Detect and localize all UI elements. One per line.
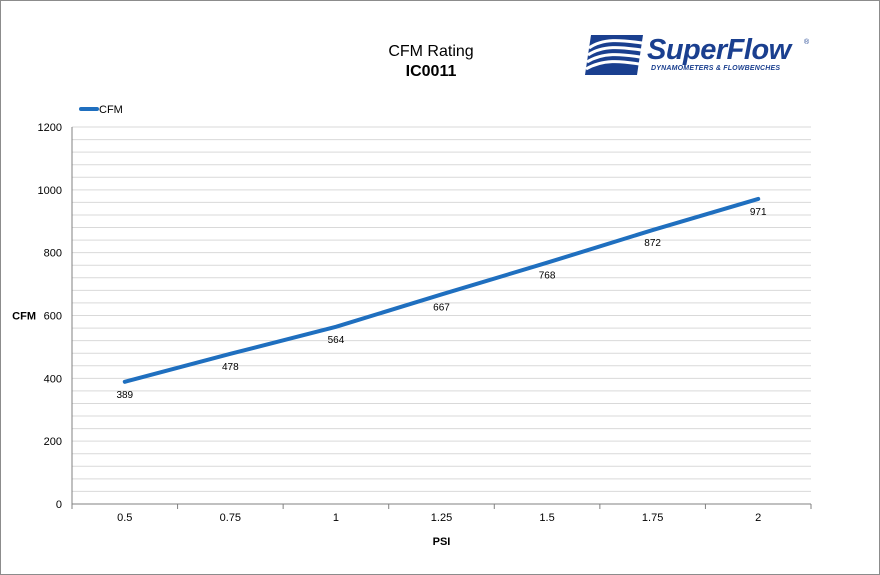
gridlines xyxy=(72,126,811,492)
y-tick-label: 1200 xyxy=(38,122,62,134)
y-tick-label: 0 xyxy=(56,499,62,511)
data-label: 768 xyxy=(539,271,556,282)
x-axis-title: PSI xyxy=(433,536,451,548)
data-label: 564 xyxy=(328,335,345,346)
logo-brand: SuperFlow xyxy=(647,34,791,66)
logo-trademark: ® xyxy=(804,39,810,46)
data-label: 389 xyxy=(116,390,133,401)
y-axis-title: CFM xyxy=(12,311,36,323)
legend: CFM xyxy=(79,104,123,116)
x-tick-label: 1.5 xyxy=(539,512,554,524)
x-tick-label: 0.5 xyxy=(117,512,132,524)
logo-emblem-icon xyxy=(585,35,643,75)
y-tick-label: 800 xyxy=(44,248,62,260)
x-tick-label: 1.25 xyxy=(431,512,452,524)
x-tick-label: 1 xyxy=(333,512,339,524)
x-tick-label: 1.75 xyxy=(642,512,663,524)
chart-subtitle: IC0011 xyxy=(405,63,457,80)
superflow-logo: SuperFlow ® DYNAMOMETERS & FLOWBENCHES xyxy=(585,31,815,79)
data-label: 971 xyxy=(750,207,767,218)
x-tick-label: 2 xyxy=(755,512,761,524)
labels-layer: 389 478 564 667 768 872 971 xyxy=(116,207,767,401)
logo-tagline: DYNAMOMETERS & FLOWBENCHES xyxy=(651,65,781,72)
x-tick-label: 0.75 xyxy=(220,512,241,524)
data-label: 667 xyxy=(433,302,450,313)
axes: 0 200 400 600 800 1000 1200 0.5 0.75 1 1.25 1.5 1.75… xyxy=(12,122,812,548)
chart-title: CFM Rating xyxy=(388,43,474,60)
legend-label: CFM xyxy=(99,104,123,116)
series-layer xyxy=(122,196,761,384)
data-label: 872 xyxy=(644,238,661,249)
data-label: 478 xyxy=(222,362,239,373)
y-tick-label: 200 xyxy=(44,436,62,448)
y-tick-label: 400 xyxy=(44,373,62,385)
y-tick-label: 1000 xyxy=(38,185,62,197)
y-tick-label: 600 xyxy=(44,311,62,323)
